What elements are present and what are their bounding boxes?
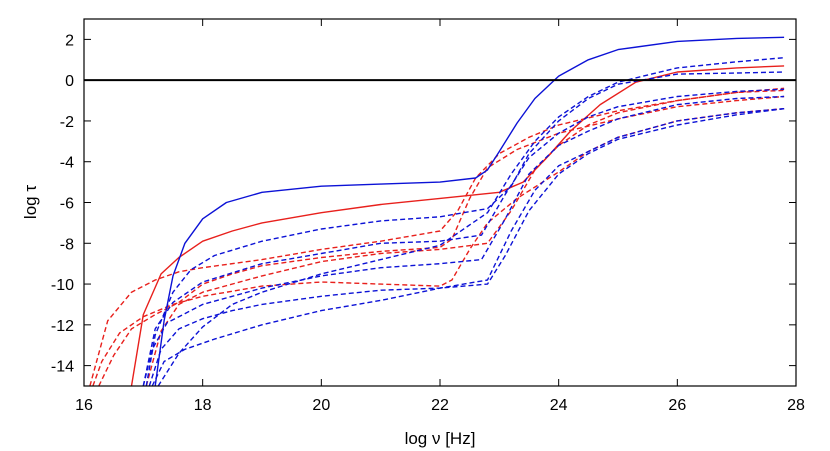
y-tick-label: -2 bbox=[60, 114, 74, 131]
series-line-4 bbox=[89, 89, 785, 386]
y-tick-label: -14 bbox=[51, 359, 74, 376]
x-tick-label: 20 bbox=[312, 397, 330, 414]
x-tick-label: 28 bbox=[787, 397, 805, 414]
y-axis-label: log τ bbox=[21, 185, 40, 219]
y-tick-label: -10 bbox=[51, 277, 74, 294]
series-line-11 bbox=[151, 108, 785, 386]
x-axis-label: log ν [Hz] bbox=[405, 429, 476, 448]
y-tick-label: -4 bbox=[60, 155, 74, 172]
x-tick-label: 24 bbox=[550, 397, 568, 414]
series-line-12 bbox=[157, 57, 785, 386]
series-line-9 bbox=[142, 95, 785, 386]
y-tick-label: -8 bbox=[60, 236, 74, 253]
series-line-6 bbox=[154, 36, 785, 386]
y-tick-label: -6 bbox=[60, 196, 74, 213]
y-tick-label: -12 bbox=[51, 318, 74, 335]
series-line-8 bbox=[142, 88, 785, 386]
series-line-2 bbox=[92, 108, 785, 386]
series-line-7 bbox=[145, 71, 785, 386]
x-tick-label: 22 bbox=[431, 397, 449, 414]
x-tick-label: 18 bbox=[194, 397, 212, 414]
series-line-3 bbox=[98, 95, 785, 386]
series-line-10 bbox=[148, 108, 785, 386]
x-tick-label: 16 bbox=[75, 397, 93, 414]
series-line-1 bbox=[130, 65, 785, 386]
series-line-5 bbox=[145, 87, 785, 386]
y-tick-label: 2 bbox=[65, 32, 74, 49]
x-tick-label: 26 bbox=[668, 397, 686, 414]
y-tick-label: 0 bbox=[65, 73, 74, 90]
series-layer bbox=[89, 36, 785, 386]
